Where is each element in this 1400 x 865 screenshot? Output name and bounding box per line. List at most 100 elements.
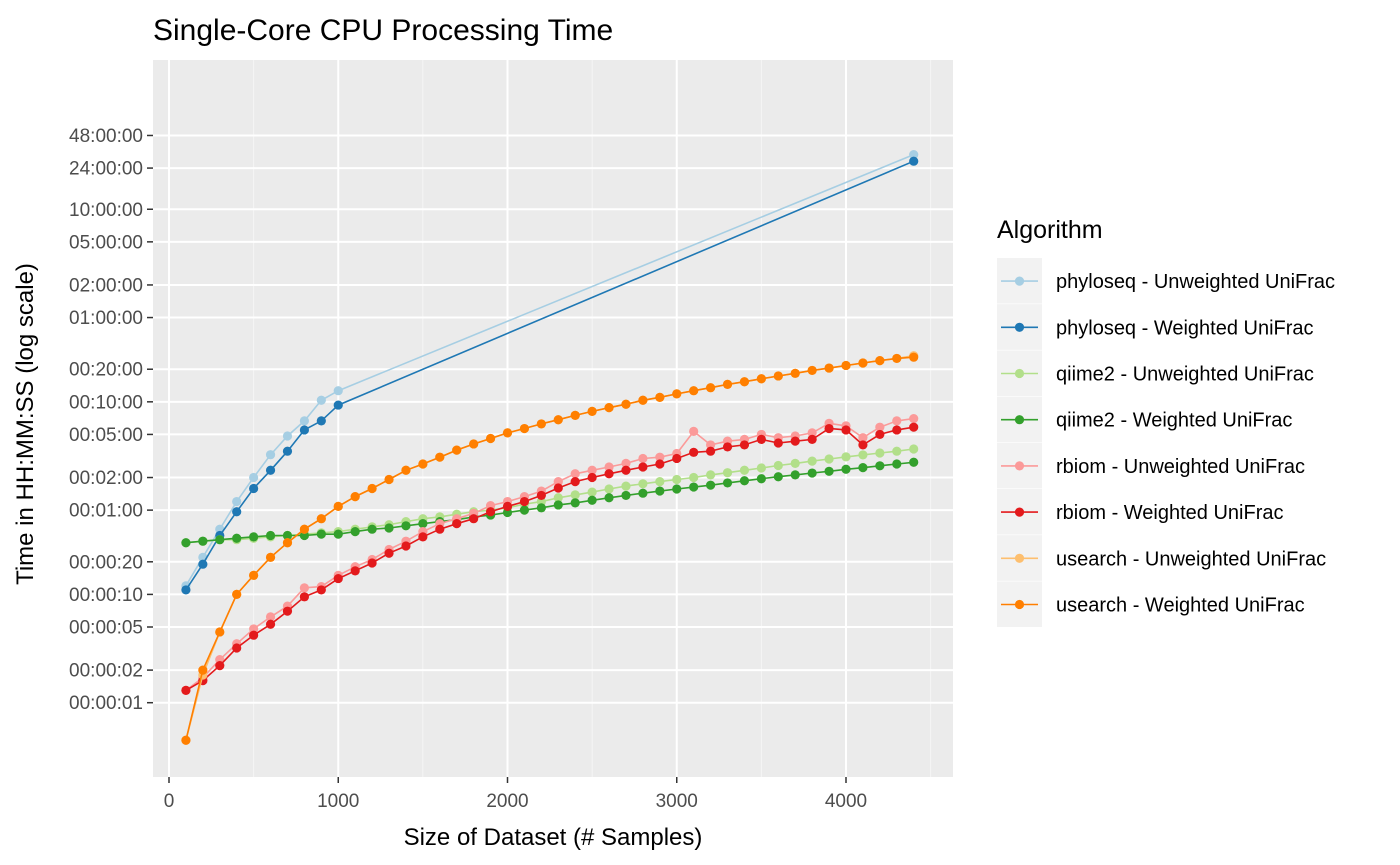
legend-item-4: rbiom - Unweighted UniFrac xyxy=(997,442,1305,489)
data-point xyxy=(756,434,766,444)
data-point xyxy=(638,462,648,472)
legend: Algorithm phyloseq - Unweighted UniFrac p… xyxy=(997,216,1335,627)
data-point xyxy=(689,447,699,457)
data-point xyxy=(401,541,411,551)
data-point xyxy=(249,570,259,580)
data-point xyxy=(892,353,902,364)
x-tick-label: 1000 xyxy=(317,791,359,812)
data-point xyxy=(181,585,191,595)
data-point xyxy=(570,410,580,420)
data-point xyxy=(536,490,546,501)
legend-key-point xyxy=(1014,415,1025,425)
data-point xyxy=(553,493,563,503)
data-point xyxy=(621,490,631,501)
data-point xyxy=(807,428,817,438)
data-point xyxy=(773,460,783,471)
series-0 xyxy=(181,150,919,591)
data-point xyxy=(909,156,919,166)
data-point xyxy=(502,501,513,511)
legend-key-point xyxy=(1014,507,1025,517)
data-point xyxy=(706,470,716,480)
data-point xyxy=(909,352,919,362)
data-point xyxy=(587,495,597,505)
data-point xyxy=(773,438,783,448)
data-point xyxy=(875,356,885,366)
data-point xyxy=(655,392,665,402)
y-tick-label: 00:00:10 xyxy=(69,585,143,606)
data-point xyxy=(824,423,834,434)
y-tick-label: 00:10:00 xyxy=(69,392,143,413)
data-point xyxy=(909,150,919,160)
legend-label: phyloseq - Weighted UniFrac xyxy=(1056,317,1314,339)
data-point xyxy=(604,403,614,413)
data-point xyxy=(249,532,259,542)
data-point xyxy=(587,406,597,416)
y-tick-label: 00:05:00 xyxy=(69,425,143,446)
data-point xyxy=(536,503,546,513)
data-point xyxy=(638,488,648,498)
data-point xyxy=(892,416,902,426)
data-point xyxy=(282,538,293,548)
data-point xyxy=(333,386,343,396)
data-point xyxy=(232,507,242,517)
data-point xyxy=(689,472,699,483)
legend-label: rbiom - Unweighted UniFrac xyxy=(1056,456,1305,478)
data-point xyxy=(858,440,868,450)
data-point xyxy=(198,665,208,675)
data-point xyxy=(909,422,919,432)
data-point xyxy=(265,552,276,562)
x-axis: 0 1000 2000 3000 4000 xyxy=(164,777,867,812)
x-tick-label: 2000 xyxy=(486,791,528,812)
legend-key-point xyxy=(1014,322,1025,332)
y-tick-label: 00:00:05 xyxy=(69,618,143,639)
data-point xyxy=(299,425,309,435)
data-point xyxy=(587,472,597,483)
series-1 xyxy=(181,156,919,595)
data-point xyxy=(655,452,665,462)
data-point xyxy=(249,630,259,640)
y-axis-title: Time in HH:MM:SS (log scale) xyxy=(12,263,39,585)
data-point xyxy=(672,389,682,399)
data-point xyxy=(384,523,394,533)
data-point xyxy=(282,431,293,441)
data-point xyxy=(790,436,800,446)
data-point xyxy=(469,439,479,449)
data-point xyxy=(756,374,766,384)
data-point xyxy=(672,453,682,464)
data-point xyxy=(621,465,631,475)
data-point xyxy=(621,481,631,491)
data-point xyxy=(452,445,462,455)
legend-item-3: qiime2 - Weighted UniFrac xyxy=(997,396,1292,443)
data-point xyxy=(655,459,665,469)
data-point xyxy=(232,589,242,600)
data-point xyxy=(706,480,716,490)
y-tick-label: 10:00:00 xyxy=(69,200,143,221)
data-point xyxy=(553,477,563,487)
data-point xyxy=(350,527,360,537)
panel-background xyxy=(153,60,953,777)
data-point xyxy=(807,456,817,466)
data-point xyxy=(756,474,766,484)
data-point xyxy=(909,414,919,424)
data-point xyxy=(841,452,851,462)
data-point xyxy=(638,395,648,405)
data-point xyxy=(570,477,580,487)
legend-label: rbiom - Weighted UniFrac xyxy=(1056,502,1283,524)
data-point xyxy=(790,470,800,480)
series-3 xyxy=(181,457,919,548)
x-tick-label: 4000 xyxy=(825,791,867,812)
y-tick-label: 05:00:00 xyxy=(69,232,143,253)
data-point xyxy=(401,465,411,475)
data-point xyxy=(892,459,902,469)
legend-item-5: rbiom - Weighted UniFrac xyxy=(997,489,1283,535)
data-point xyxy=(909,444,919,454)
data-point xyxy=(299,524,309,534)
data-point xyxy=(232,533,242,543)
data-point xyxy=(181,735,191,745)
legend-label: usearch - Weighted UniFrac xyxy=(1056,595,1305,617)
series-7 xyxy=(181,352,919,745)
chart-title: Single-Core CPU Processing Time xyxy=(153,14,613,47)
data-point xyxy=(722,442,733,452)
legend-label: qiime2 - Unweighted UniFrac xyxy=(1056,364,1314,386)
data-point xyxy=(316,416,326,426)
